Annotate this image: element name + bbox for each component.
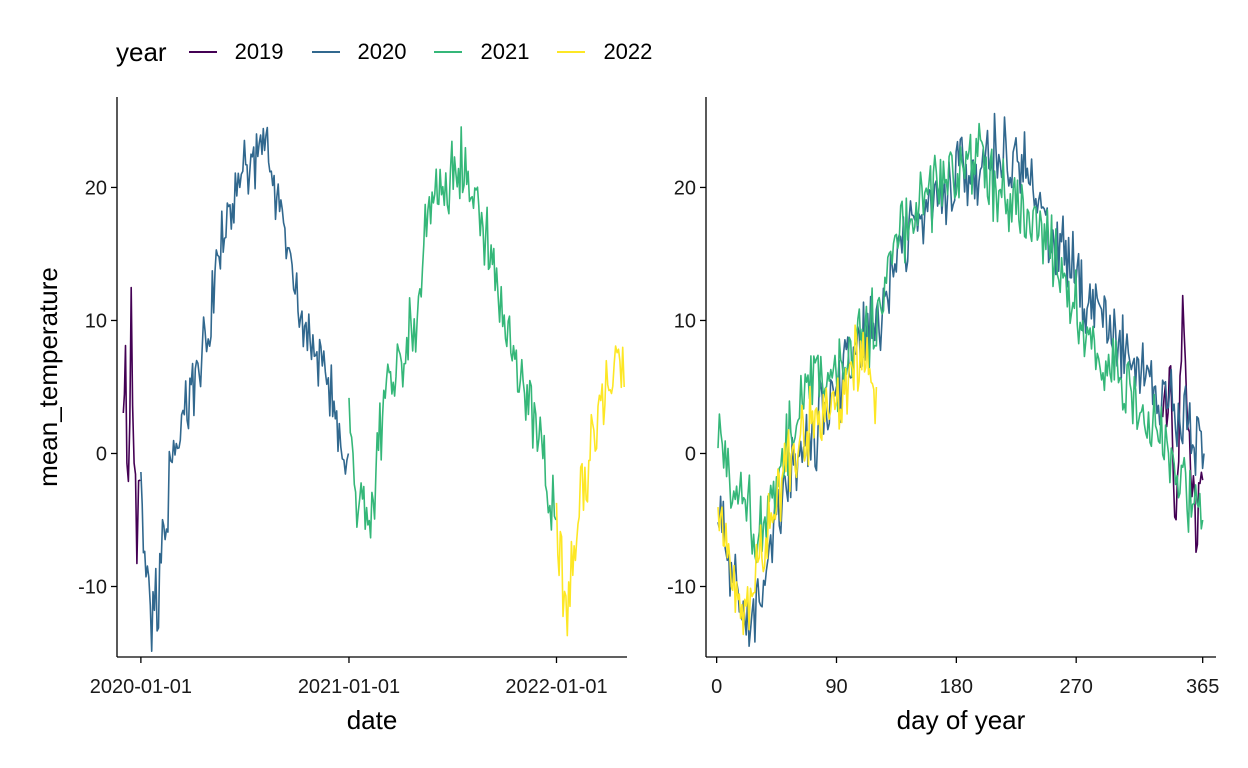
series-line-2021-panel-2 <box>717 122 1204 564</box>
series-line-2019-panel-2 <box>1161 294 1204 553</box>
y-tick-label: 10 <box>85 310 107 332</box>
series-line-2020-panel-2 <box>717 112 1205 647</box>
y-axis-label-panel-1: mean_temperature <box>33 267 63 487</box>
legend-label-2022: 2022 <box>603 39 653 64</box>
legend-label-2020: 2020 <box>357 39 407 64</box>
x-axis-label-panel-1: date <box>347 705 398 735</box>
y-tick-label: -10 <box>78 577 107 599</box>
y-tick-label: 20 <box>674 177 696 199</box>
legend-label-2019: 2019 <box>234 39 284 64</box>
x-tick-label: 90 <box>825 676 847 698</box>
y-tick-label: -10 <box>667 577 696 599</box>
legend-item-2020: 2020 <box>311 39 407 65</box>
series-line-2022-panel-1 <box>555 345 625 637</box>
x-tick-label: 270 <box>1059 676 1092 698</box>
x-tick-label: 2021-01-01 <box>298 676 400 698</box>
legend-item-2019: 2019 <box>188 39 284 65</box>
legend-key-2019 <box>188 51 217 53</box>
legend-key-2020 <box>311 51 340 53</box>
series-line-2021-panel-1 <box>348 126 557 539</box>
series-line-2020-panel-1 <box>140 126 350 652</box>
series-line-2019-panel-1 <box>122 286 141 565</box>
legend: year 2019 2020 2021 2022 <box>116 34 680 70</box>
x-tick-label: 180 <box>940 676 973 698</box>
x-tick-label: 365 <box>1186 676 1219 698</box>
legend-key-2021 <box>434 51 463 53</box>
legend-label-2021: 2021 <box>480 39 530 64</box>
y-tick-label: 0 <box>685 443 696 465</box>
x-tick-label: 2022-01-01 <box>505 676 607 698</box>
x-axis-label-panel-2: day of year <box>897 705 1026 735</box>
y-tick-label: 0 <box>96 443 107 465</box>
legend-title: year <box>116 36 167 67</box>
legend-item-2021: 2021 <box>434 39 529 65</box>
series-line-2022-panel-2 <box>717 324 878 636</box>
legend-item-2022: 2022 <box>557 39 652 65</box>
y-tick-label: 10 <box>674 310 696 332</box>
x-tick-label: 2020-01-01 <box>90 676 192 698</box>
legend-key-2022 <box>557 51 586 53</box>
x-tick-label: 0 <box>711 676 722 698</box>
y-tick-label: 20 <box>85 177 107 199</box>
